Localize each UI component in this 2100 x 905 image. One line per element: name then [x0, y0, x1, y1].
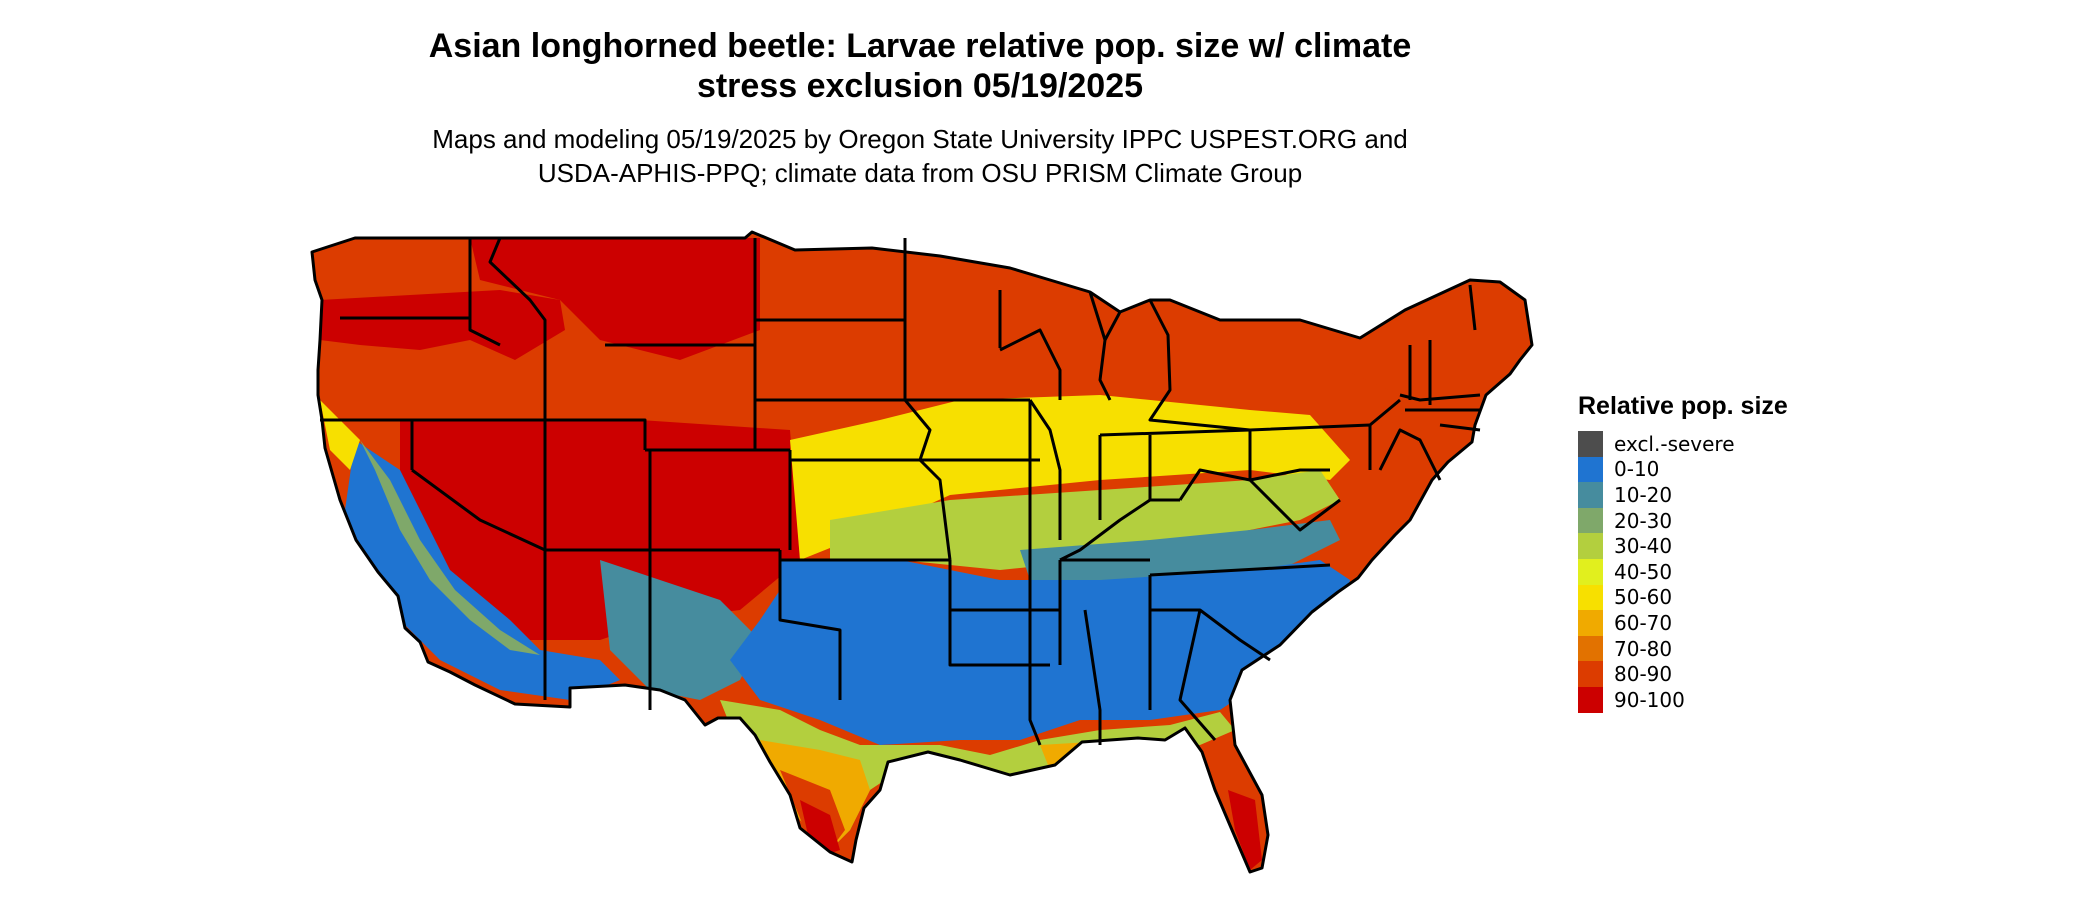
legend-swatch — [1578, 635, 1603, 662]
legend-items: excl.-severe 0-10 10-20 20-30 30-40 40-50 50-6… — [1578, 431, 1788, 713]
legend-label: excl.-severe — [1614, 431, 1735, 456]
legend-label: 40-50 — [1614, 559, 1673, 584]
legend-swatch — [1578, 482, 1603, 508]
legend-item: excl.-severe — [1578, 431, 1788, 457]
legend-label: 10-20 — [1614, 482, 1673, 507]
legend-swatch — [1578, 610, 1603, 636]
legend-item: 20-30 — [1578, 507, 1788, 534]
legend-swatch — [1578, 558, 1603, 585]
legend-label: 0-10 — [1614, 457, 1660, 482]
legend-item: 70-80 — [1578, 635, 1788, 662]
legend-item: 0-10 — [1578, 456, 1788, 483]
map-subtitle-line-1: Maps and modeling 05/19/2025 by Oregon S… — [432, 124, 1408, 154]
map-title-line-2: stress exclusion 05/19/2025 — [696, 67, 1144, 105]
us-population-map — [310, 230, 1534, 874]
map-subtitle-line-2: USDA-APHIS-PPQ; climate data from OSU PR… — [537, 158, 1303, 188]
legend-item: 10-20 — [1578, 482, 1788, 508]
legend: Relative pop. size excl.-severe 0-10 10-20… — [1578, 392, 1788, 713]
legend-title: Relative pop. size — [1578, 392, 1788, 420]
heat-fill — [312, 232, 1532, 872]
legend-swatch — [1578, 431, 1603, 457]
legend-swatch — [1578, 584, 1603, 611]
legend-label: 90-100 — [1614, 687, 1685, 712]
legend-swatch — [1578, 533, 1603, 559]
legend-swatch — [1578, 456, 1603, 483]
legend-label: 30-40 — [1614, 534, 1673, 559]
legend-label: 50-60 — [1614, 585, 1673, 610]
legend-label: 70-80 — [1614, 636, 1673, 661]
legend-swatch — [1578, 661, 1603, 687]
legend-item: 90-100 — [1578, 686, 1788, 713]
legend-label: 80-90 — [1614, 662, 1673, 687]
map-title-line-1: Asian longhorned beetle: Larvae relative… — [428, 27, 1412, 65]
legend-label: 20-30 — [1614, 508, 1673, 533]
legend-item: 30-40 — [1578, 533, 1788, 559]
legend-label: 60-70 — [1614, 610, 1673, 635]
map-title: Asian longhorned beetle: Larvae relative… — [320, 26, 1520, 106]
legend-swatch — [1578, 686, 1603, 713]
map-subtitle: Maps and modeling 05/19/2025 by Oregon S… — [320, 122, 1520, 190]
legend-item: 40-50 — [1578, 558, 1788, 585]
legend-item: 60-70 — [1578, 610, 1788, 636]
legend-item: 50-60 — [1578, 584, 1788, 611]
legend-item: 80-90 — [1578, 661, 1788, 687]
state-borders — [310, 230, 1534, 874]
legend-swatch — [1578, 507, 1603, 534]
